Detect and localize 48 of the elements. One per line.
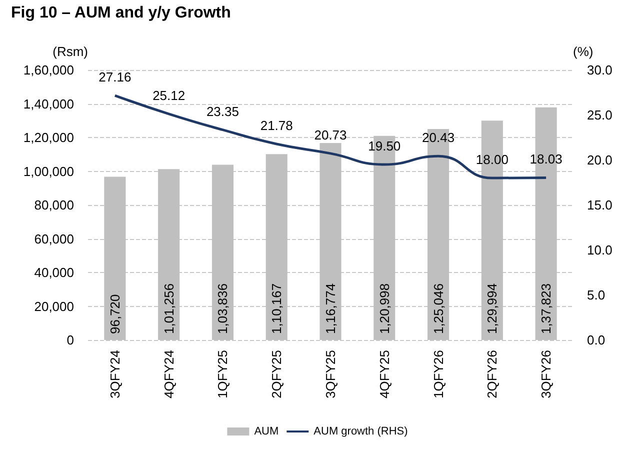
y-tick-label: 1,60,000	[23, 62, 74, 78]
x-tick-label: 3QFY25	[323, 350, 338, 398]
data-label: 1,37,823	[538, 283, 554, 334]
data-label: 20.73	[314, 127, 347, 142]
y-tick-label: 20,000	[34, 298, 74, 314]
y-tick-label: 1,20,000	[23, 130, 74, 145]
data-label: 23.35	[206, 104, 239, 119]
y-tick-label: 0	[66, 332, 74, 348]
y-tick-label: 1,40,000	[23, 96, 74, 112]
data-label: 96,720	[107, 294, 122, 334]
data-label: 18.00	[476, 152, 508, 167]
y2-tick-label: 25.0	[587, 108, 612, 122]
y2-axis-title: (%)	[573, 44, 594, 59]
legend-label: AUM	[254, 426, 279, 438]
data-label: 1,29,994	[484, 283, 500, 334]
data-label: 1,25,046	[430, 283, 446, 334]
y2-tick-label: 20.0	[587, 152, 612, 168]
data-label: 1,01,256	[161, 283, 176, 334]
x-tick-label: 3QFY26	[538, 350, 554, 398]
data-label: 18.03	[530, 152, 562, 167]
x-tick-label: 1QFY26	[430, 350, 446, 398]
data-label: 19.50	[368, 138, 401, 154]
y-tick-label: 1,00,000	[23, 164, 74, 179]
y2-tick-label: 10.0	[587, 242, 612, 258]
data-label: 27.16	[98, 70, 132, 85]
data-label: 21.78	[260, 118, 293, 133]
y2-tick-label: 0.0	[587, 332, 606, 348]
data-label: 1,20,998	[376, 283, 392, 334]
data-label: 1,03,836	[215, 283, 230, 334]
data-label: 20.43	[422, 130, 455, 146]
chart-title: Fig 10 – AUM and y/y Growth	[11, 4, 231, 22]
x-tick-label: 1QFY25	[215, 350, 230, 398]
x-tick-label: 4QFY24	[161, 350, 176, 398]
x-tick-label: 2QFY25	[269, 350, 284, 398]
x-tick-label: 2QFY26	[484, 350, 500, 398]
data-label: 1,16,774	[323, 283, 338, 334]
data-label: 25.12	[152, 88, 186, 103]
y-tick-label: 60,000	[34, 231, 74, 246]
x-tick-label: 3QFY24	[107, 350, 122, 398]
y-tick-label: 80,000	[34, 198, 74, 212]
y-axis-title: (Rsm)	[52, 44, 88, 59]
y-tick-label: 40,000	[34, 265, 74, 280]
legend-label: AUM growth (RHS)	[314, 426, 408, 438]
y2-tick-label: 15.0	[587, 198, 612, 212]
y2-tick-label: 5.0	[587, 288, 606, 302]
y2-tick-label: 30.0	[587, 62, 612, 78]
x-tick-label: 4QFY25	[376, 350, 392, 398]
data-label: 1,10,167	[269, 283, 284, 334]
